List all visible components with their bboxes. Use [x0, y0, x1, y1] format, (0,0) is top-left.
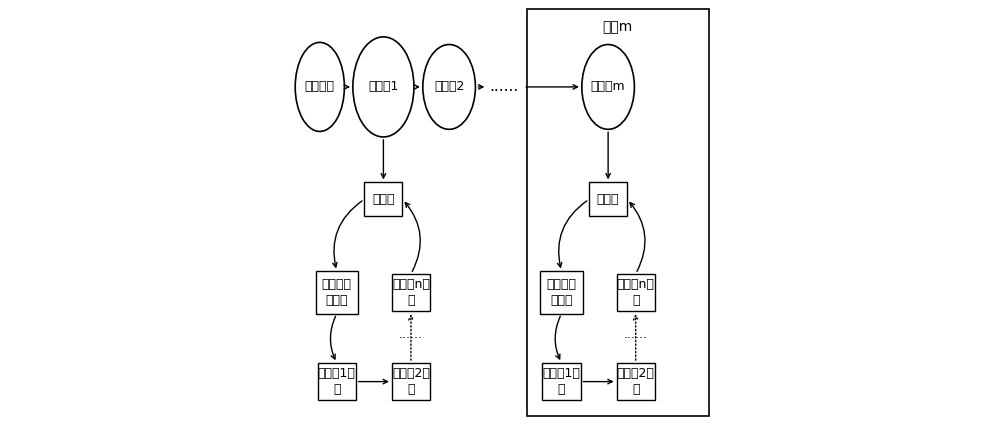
FancyBboxPatch shape — [316, 271, 358, 314]
Ellipse shape — [353, 37, 414, 137]
Text: 云主机2日
志: 云主机2日 志 — [392, 367, 430, 396]
FancyBboxPatch shape — [364, 182, 402, 216]
Ellipse shape — [582, 45, 634, 129]
Text: ......: ...... — [399, 329, 423, 341]
FancyBboxPatch shape — [392, 274, 430, 311]
Text: 云管理平
台日志: 云管理平 台日志 — [546, 278, 576, 307]
Text: ......: ...... — [490, 79, 519, 95]
Text: 云主机1日
志: 云主机1日 志 — [543, 367, 580, 396]
Text: 云管理平
台日志: 云管理平 台日志 — [322, 278, 352, 307]
Text: 区块头1: 区块头1 — [368, 81, 399, 93]
FancyBboxPatch shape — [540, 271, 583, 314]
FancyBboxPatch shape — [617, 363, 655, 400]
FancyBboxPatch shape — [589, 182, 627, 216]
Text: 区块m: 区块m — [603, 20, 633, 34]
Text: ......: ...... — [624, 329, 648, 341]
FancyBboxPatch shape — [542, 363, 581, 400]
Text: 云主机2日
志: 云主机2日 志 — [617, 367, 655, 396]
Ellipse shape — [423, 45, 475, 129]
Text: 创世区块: 创世区块 — [305, 81, 335, 93]
Text: 区块头m: 区块头m — [591, 81, 625, 93]
Text: 云主机n日
志: 云主机n日 志 — [392, 278, 430, 307]
FancyBboxPatch shape — [617, 274, 655, 311]
FancyBboxPatch shape — [527, 9, 709, 416]
Text: 头结点: 头结点 — [372, 193, 395, 206]
Ellipse shape — [295, 42, 344, 131]
FancyBboxPatch shape — [318, 363, 356, 400]
Text: 云主机1日
志: 云主机1日 志 — [318, 367, 356, 396]
Text: 区块头2: 区块头2 — [434, 81, 464, 93]
FancyBboxPatch shape — [392, 363, 430, 400]
Text: 云主机n日
志: 云主机n日 志 — [617, 278, 655, 307]
Text: 头结点: 头结点 — [597, 193, 619, 206]
